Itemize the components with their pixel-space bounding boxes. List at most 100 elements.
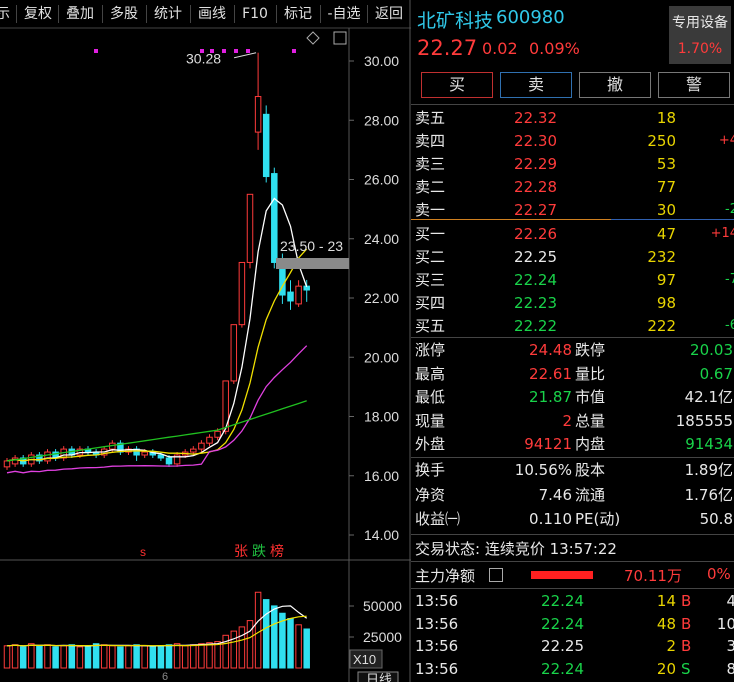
price-tag-label: 23.50 - 23: [280, 238, 343, 254]
list-icon[interactable]: [489, 568, 503, 582]
period-button: [357, 671, 399, 682]
price-change: 0.02: [482, 39, 518, 58]
alert-button[interactable]: 警: [658, 72, 730, 98]
volume-bar: [44, 644, 51, 669]
volume-bar: [190, 644, 197, 669]
ask-volume: 250: [647, 132, 676, 150]
bid-volume: 47: [656, 225, 676, 243]
ask-label: 卖三: [415, 155, 446, 173]
stat-label: 量比: [575, 364, 606, 383]
bid-label: 买一: [415, 225, 446, 243]
limit-badge: 跌: [252, 544, 266, 560]
stat-label: 最低: [415, 388, 446, 407]
buy-button[interactable]: 买: [421, 72, 493, 98]
stock-name: 北矿科技: [417, 10, 494, 32]
volume-bar: [11, 644, 19, 669]
toolbar-button-9[interactable]: 返回: [375, 6, 403, 22]
candle-body: [165, 457, 173, 465]
stat-value: 2: [562, 411, 572, 430]
toolbar-button-4[interactable]: 统计: [154, 6, 182, 22]
ma20-line: [6, 345, 308, 474]
stat-value: 50.8: [699, 510, 733, 528]
sector-tag[interactable]: 专用设备 1.70%: [669, 6, 731, 64]
toolbar-button-7[interactable]: 标记: [284, 6, 312, 22]
ma60-line: [6, 400, 307, 462]
toolbar-separator: [190, 5, 191, 23]
main-flow-label: 主力净额: [415, 567, 476, 585]
bid-change: +14: [710, 226, 734, 241]
toolbar-button-3[interactable]: 多股: [110, 6, 138, 22]
volume-bar: [36, 645, 43, 669]
sell-button[interactable]: 卖: [500, 72, 572, 98]
bid-row[interactable]: 买四 22.23 98: [411, 291, 734, 315]
cancel-order-button[interactable]: 撤: [579, 72, 651, 98]
ask-row[interactable]: 卖四 22.30 250 +4: [411, 129, 734, 153]
bid-row[interactable]: 买一 22.26 47 +14: [411, 222, 734, 246]
ma10-line: [6, 248, 308, 462]
y-axis-label: 26.00: [364, 172, 399, 188]
ask-change: -2: [725, 202, 734, 217]
divider: [411, 588, 734, 589]
toolbar-button-6[interactable]: F10: [242, 6, 268, 22]
toolbar-separator: [276, 5, 277, 23]
main-flow-pct: 0%: [707, 565, 731, 583]
candle-body: [198, 442, 205, 450]
volume-bar: [181, 645, 189, 669]
bid-change: -7: [725, 272, 734, 287]
ask-row[interactable]: 卖五 22.32 18: [411, 106, 734, 130]
bid-row[interactable]: 买三 22.24 97 -7: [411, 268, 734, 292]
stat-row: 收益㈠ 0.110 PE(动) 50.8: [411, 507, 734, 531]
candle-body: [214, 430, 221, 438]
bid-volume: 222: [647, 317, 676, 335]
ask-row[interactable]: 卖二 22.28 77: [411, 175, 734, 199]
ask-row[interactable]: 卖一 22.27 30 -2: [411, 198, 734, 222]
volume-bar: [125, 645, 132, 669]
stat-value: 91434: [685, 435, 733, 454]
vol-axis-label: 25000: [363, 629, 402, 645]
bid-row[interactable]: 买二 22.25 232: [411, 245, 734, 269]
tick-volume: 2: [666, 637, 676, 656]
kline-chart[interactable]: 30.00 28.00 26.00 24.00 22.00 20.00 18.00 16.00…: [0, 0, 411, 682]
stat-label: 收益㈠: [415, 510, 461, 528]
toolbar-button-5[interactable]: 画线: [198, 6, 226, 22]
bid-row[interactable]: 买五 22.22 222 -6: [411, 314, 734, 338]
candle-body: [173, 454, 181, 465]
candle-body: [157, 454, 165, 459]
ask-row[interactable]: 卖三 22.29 53: [411, 152, 734, 176]
candle-body: [271, 173, 278, 263]
signal-dot: [210, 49, 214, 53]
volume-bar: [246, 620, 254, 669]
volume-bar: [254, 591, 262, 669]
ask-volume: 53: [656, 155, 676, 173]
tick-volume: 20: [656, 659, 676, 678]
tick-side: B: [681, 592, 692, 610]
stat-value: 0.67: [699, 364, 733, 383]
volume-bar: [262, 599, 270, 669]
stat-label: 现量: [415, 411, 446, 430]
stat-row: 外盘 94121 内盘 91434: [411, 432, 734, 456]
toolbar-button-0[interactable]: 示: [0, 6, 10, 22]
spread-divider-left: [411, 219, 611, 220]
toolbar-button-1[interactable]: 复权: [24, 6, 52, 22]
toolbar-button-8[interactable]: -自选: [327, 6, 361, 22]
stat-label: 最高: [415, 364, 446, 383]
stat-value: 21.87: [529, 388, 572, 407]
tick-price: 22.24: [541, 592, 584, 610]
stat-value: 20.03: [690, 341, 733, 359]
expand-icon: [333, 31, 347, 45]
sector-pct: 1.70%: [677, 41, 723, 57]
bid-volume: 232: [647, 248, 676, 266]
divider: [411, 457, 734, 458]
stat-value: 0.110: [529, 510, 572, 528]
volume-bar: [238, 626, 246, 669]
toolbar-button-2[interactable]: 叠加: [66, 6, 94, 22]
volume-bar: [133, 644, 140, 669]
ask-change: +4: [718, 133, 734, 148]
volume-bar: [52, 646, 59, 669]
bid-price: 22.22: [514, 317, 557, 335]
bid-price: 22.24: [514, 271, 557, 289]
volume-bar: [76, 646, 84, 669]
period-button-label: 日线: [366, 672, 392, 682]
ask-price: 22.29: [514, 155, 557, 173]
stat-row: 涨停 24.48 跌停 20.03: [411, 338, 734, 362]
